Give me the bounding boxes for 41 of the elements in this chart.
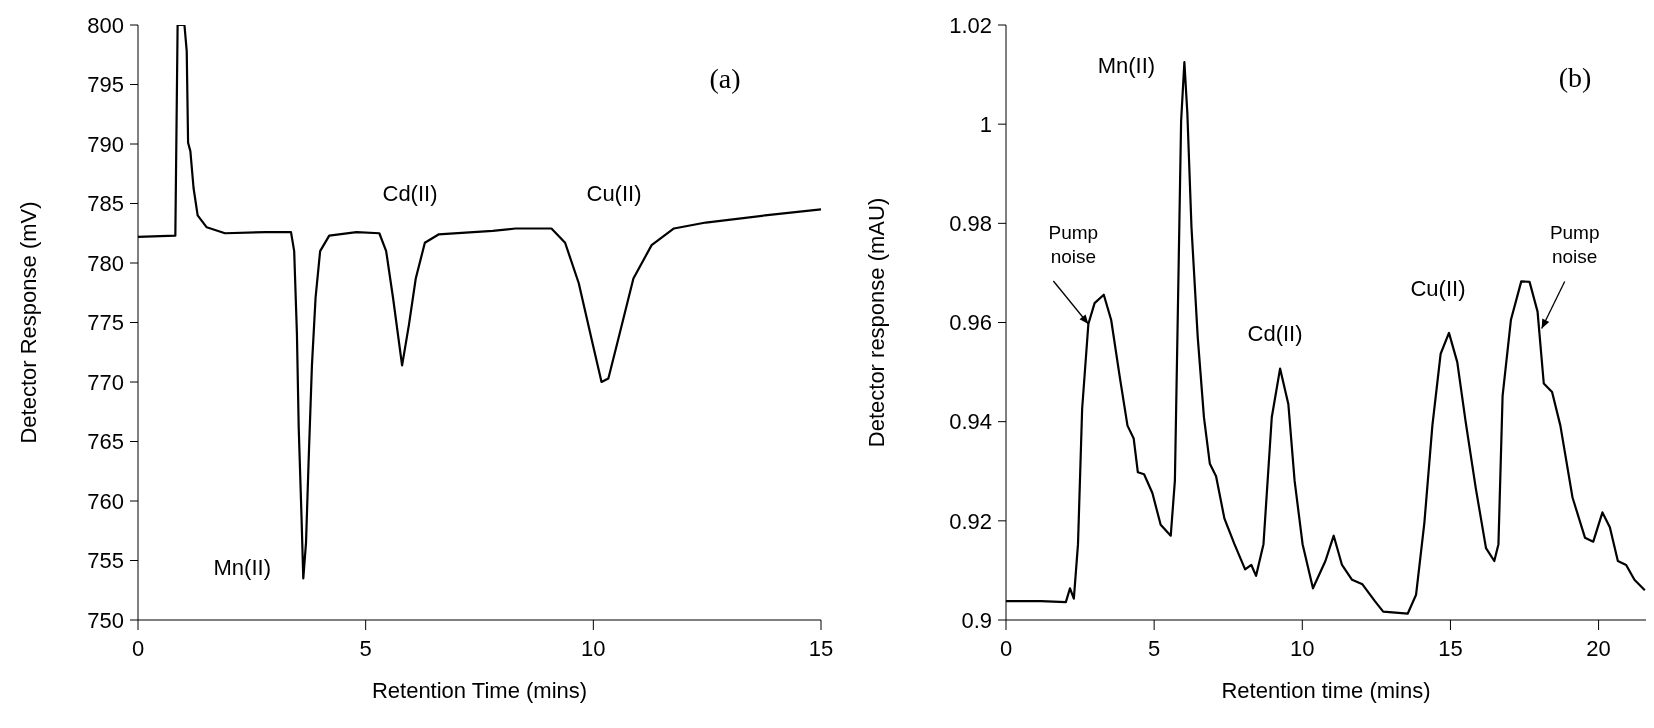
y-axis-title: Detector Response (mV) bbox=[15, 201, 41, 444]
annotation: Pump noise bbox=[1549, 222, 1600, 268]
x-tick-label: 0 bbox=[999, 635, 1013, 661]
x-tick-label: 10 bbox=[581, 635, 606, 661]
x-tick-label: 15 bbox=[808, 635, 834, 661]
y-tick-label: 0.94 bbox=[949, 409, 992, 435]
x-tick-label: 5 bbox=[1148, 635, 1161, 661]
x-tick-label: 10 bbox=[1290, 635, 1315, 661]
annotation: (a) bbox=[709, 62, 741, 95]
y-tick-label: 760 bbox=[87, 488, 124, 514]
annotation: Cu(II) bbox=[586, 180, 642, 207]
y-tick-label: 0.96 bbox=[949, 310, 992, 336]
x-axis-title: Retention time (mins) bbox=[1221, 678, 1431, 703]
x-tick-label: 0 bbox=[131, 635, 145, 661]
annotation: Cd(II) bbox=[1247, 321, 1303, 347]
y-tick-label: 780 bbox=[87, 250, 124, 276]
annotation: Mn(II) bbox=[213, 554, 272, 580]
y-tick-label: 790 bbox=[87, 131, 124, 157]
y-tick-label: 770 bbox=[87, 369, 124, 395]
y-tick-label: 795 bbox=[87, 72, 124, 98]
x-tick-label: 15 bbox=[1438, 635, 1463, 661]
annotation: Pump noise bbox=[1048, 221, 1099, 267]
annotation: Cd(II) bbox=[382, 180, 438, 207]
annotation: Mn(II) bbox=[1097, 52, 1156, 78]
y-tick-label: 755 bbox=[87, 548, 124, 574]
x-axis-title: Retention Time (mins) bbox=[371, 678, 588, 703]
y-tick-label: 750 bbox=[87, 607, 124, 633]
y-axis-title: Detector response (mAU) bbox=[863, 197, 889, 448]
y-tick-label: 765 bbox=[87, 429, 124, 455]
y-tick-label: 0.9 bbox=[961, 607, 992, 633]
y-tick-label: 785 bbox=[87, 191, 124, 217]
x-tick-label: 20 bbox=[1586, 635, 1611, 661]
y-tick-label: 775 bbox=[87, 310, 124, 336]
annotation: Cu(II) bbox=[1410, 276, 1466, 302]
y-tick-label: 0.92 bbox=[949, 508, 992, 534]
y-tick-label: 0.98 bbox=[949, 211, 992, 237]
y-tick-label: 1.02 bbox=[949, 12, 992, 38]
y-tick-label: 1 bbox=[979, 111, 992, 137]
annotation: (b) bbox=[1558, 61, 1592, 94]
y-tick-label: 800 bbox=[87, 12, 124, 38]
x-tick-label: 5 bbox=[359, 635, 372, 661]
